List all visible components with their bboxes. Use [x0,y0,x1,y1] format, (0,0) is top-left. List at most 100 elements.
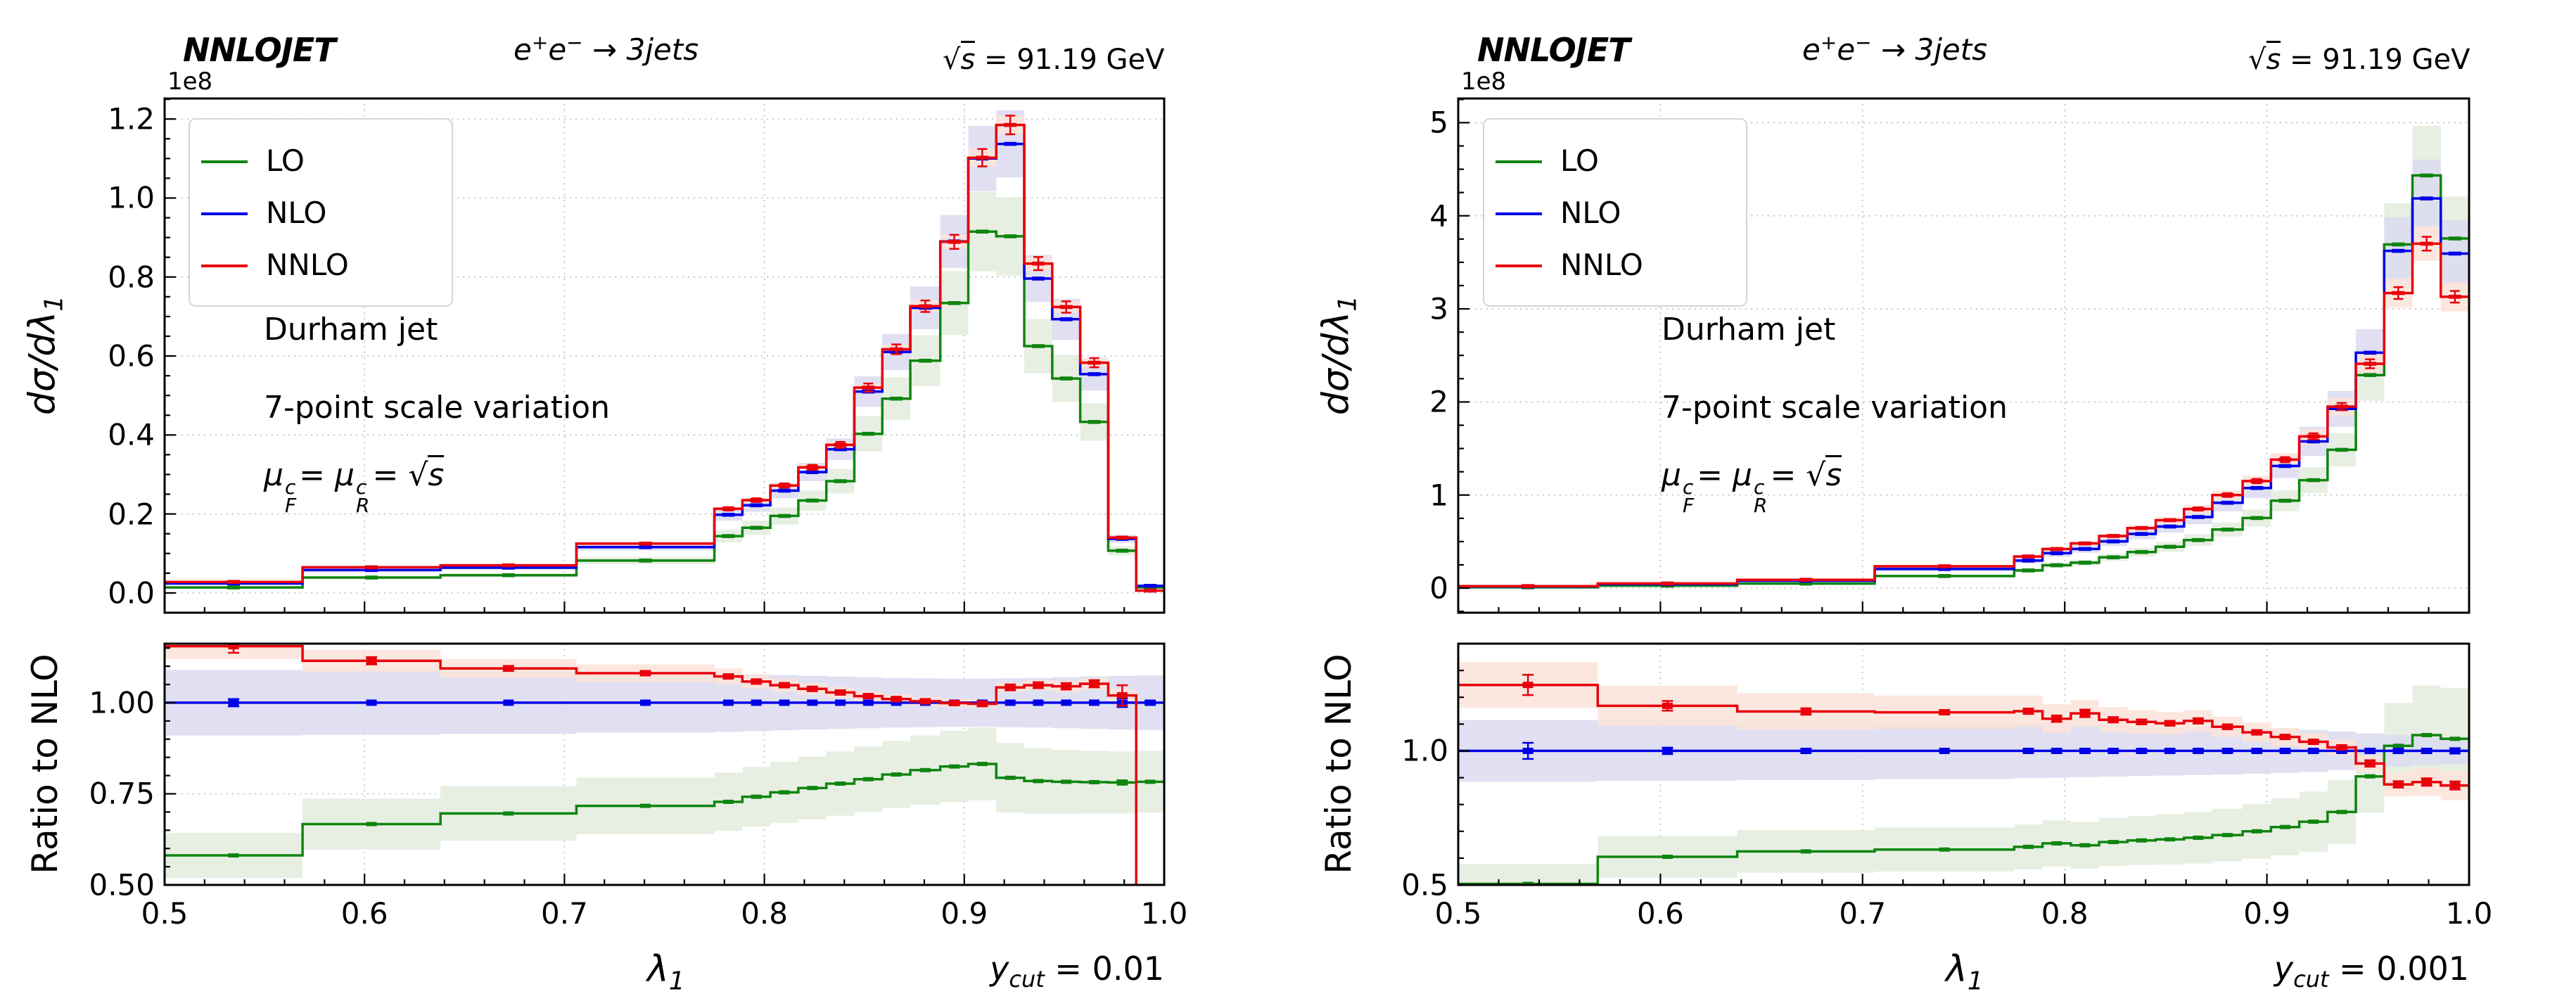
annotation-scale-choice: μ c F = μ c R = √s [1662,455,1842,516]
lo-marker-main [2392,242,2405,247]
nnlo-marker-main [1938,564,1951,568]
lo-marker-ratio [1939,847,1950,852]
nnlo-marker-main [502,563,515,568]
xlabel: λ1 [1946,948,1984,996]
lo-marker-main [1031,344,1045,348]
annotation-scale-variation: 7-point scale variation [1662,390,2008,426]
lo-marker-ratio [1033,779,1044,784]
nlo-marker-ratio [891,699,902,706]
legend-label: NNLO [1560,248,1643,282]
xtick-label: 1.0 [2445,896,2493,931]
nlo-marker-ratio [779,699,790,706]
lo-marker-main [722,534,735,538]
nnlo-scale-band-main [1458,227,2469,587]
nlo-marker-ratio [1061,699,1072,706]
lo-marker-main [2022,568,2035,573]
nnlo-marker-main [365,565,378,570]
lo-marker-main [1799,581,1813,586]
lo-marker-ratio [2308,820,2319,824]
main-ytick-label: 0.2 [108,497,155,532]
lo-marker-main [1116,549,1129,553]
lo-marker-ratio [2392,744,2404,748]
lo-marker-main [778,514,791,518]
nlo-marker-main [778,488,791,493]
ratio-ytick-label: 0.75 [89,776,155,811]
legend-line-swatch [1496,160,1542,163]
xtick-label: 0.6 [1636,896,1684,931]
main-ytick-label: 4 [1429,198,1448,234]
lo-marker-ratio [2364,774,2376,779]
nlo-marker-main [1938,567,1951,571]
lo-marker-main [227,585,241,589]
process-sup-minus: − [1855,31,1872,54]
corner-ycut-label: ycut = 0.001 [2274,950,2469,993]
lo-marker-ratio [503,811,514,816]
lo-marker-ratio [2336,810,2347,815]
lo-marker-main [1004,234,1017,238]
nlo-marker-main [722,512,735,517]
nnlo-marker-main [2078,541,2091,546]
lo-marker-ratio [891,772,902,777]
lo-marker-main [2448,236,2461,241]
nlo-marker-main [2078,547,2091,551]
lo-marker-ratio [835,781,846,786]
nnlo-marker-main [1799,578,1813,582]
nlo-marker-ratio [1005,699,1016,706]
nlo-marker-main [834,447,847,452]
sqrt-s: s [2266,41,2281,76]
nlo-marker-main [2163,524,2176,529]
lo-marker-main [2191,537,2205,542]
nnlo-marker-main [227,580,241,585]
energy-label: √s = 91.19 GeV [943,41,1165,76]
xlabel: λ1 [647,948,685,996]
lo-marker-main [1059,376,1073,381]
nlo-marker-main [1031,276,1045,281]
nnlo-marker-main [1522,584,1535,588]
nlo-marker-ratio [1089,699,1100,706]
process-e-plus: e [514,32,532,67]
lo-marker-main [2335,447,2348,452]
ratio-ytick-label: 1.00 [89,685,155,720]
lo-marker-main [2107,555,2120,560]
process-e-plus: e [1802,32,1821,67]
ratio-ytick-label: 0.50 [89,867,155,903]
ratio-ytick-label: 1.0 [1401,733,1448,768]
process-title: e+e− → 3jets [514,31,699,67]
lo-marker-main [976,229,989,234]
lo-marker-main [805,498,819,503]
nnlo-marker-main [2050,547,2063,551]
lo-marker-ratio [919,767,931,772]
nlo-marker-main [2221,500,2234,505]
lo-scale-band-ratio [165,727,1164,879]
main-ytick-label: 2 [1429,384,1448,419]
legend-line-swatch [201,264,248,267]
nlo-marker-main [1144,584,1157,588]
nlo-marker-main [2364,350,2377,355]
ratio-panel-frame [1457,642,2470,886]
lo-marker-ratio [1005,775,1016,780]
lo-marker-main [890,396,903,401]
nlo-marker-main [2250,485,2264,490]
main-ytick-label: 1.2 [108,101,155,136]
lo-marker-main [919,358,932,363]
process-sup-plus: + [1820,31,1837,54]
nlo-marker-main [2448,251,2461,256]
main-ytick-label: 1.0 [108,180,155,215]
nnlo-marker-main [1116,535,1129,540]
lo-marker-ratio [1522,881,1534,885]
lo-marker-main [2364,373,2377,377]
lo-marker-ratio [640,803,651,808]
nnlo-marker-main [1144,588,1157,593]
lo-marker-ratio [1144,779,1156,784]
corner-ycut-label: ycut = 0.01 [990,950,1164,993]
xtick-label: 0.9 [2243,896,2290,931]
nlo-marker-main [1059,317,1073,321]
nlo-marker-main [639,545,652,549]
nlo-marker-main [750,503,763,508]
legend-label: NLO [266,196,327,230]
xtick-label: 0.8 [2041,896,2089,931]
sqrt-sign: √ [2248,44,2266,76]
lo-marker-ratio [2193,835,2204,840]
energy-value: = 91.19 GeV [975,44,1165,76]
annotation-scale-choice: μ c F = μ c R = √s [264,455,445,516]
